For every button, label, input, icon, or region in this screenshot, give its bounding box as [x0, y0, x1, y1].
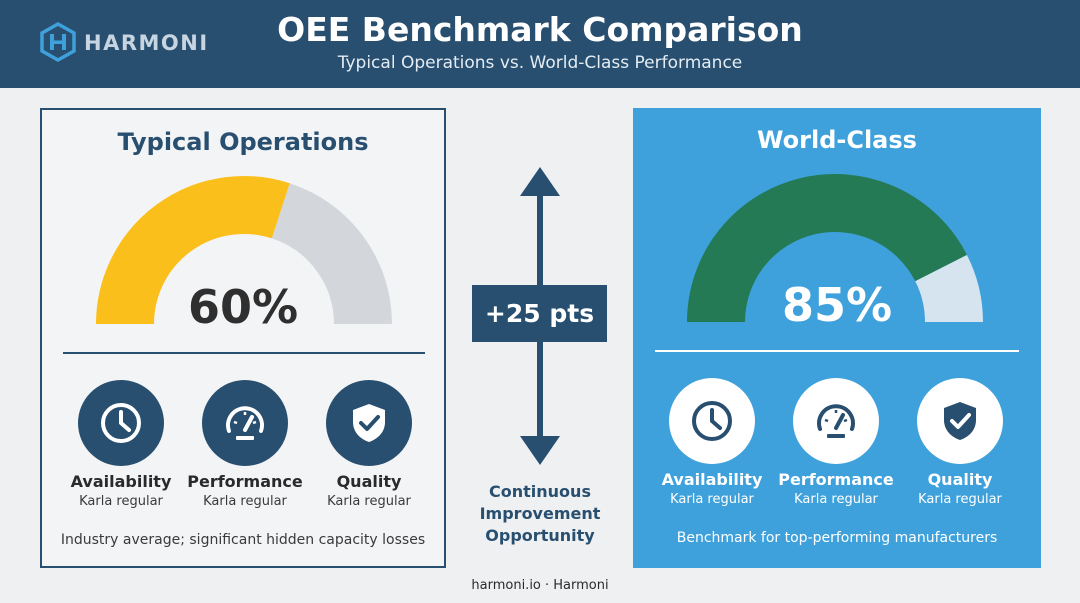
typical-availability-label: Availability	[70, 472, 172, 491]
typical-performance-badge	[202, 380, 288, 466]
typical-oee-value: 60%	[187, 280, 299, 334]
world-class-gauge-track	[914, 254, 983, 323]
world-class-gauge-fill	[687, 174, 967, 323]
typical-metric-performance: Performance Karla regular	[183, 380, 307, 509]
footer-credit[interactable]: harmoni.io · Harmoni	[471, 578, 609, 593]
typical-performance-label: Performance	[187, 472, 303, 491]
world-class-performance-label: Performance	[778, 470, 894, 489]
world-class-oee-value: 85%	[781, 278, 893, 332]
page-subtitle: Typical Operations vs. World-Class Perfo…	[337, 53, 743, 73]
world-class-availability-sub: Karla regular	[670, 492, 754, 507]
improvement-caption: Continuous Improvement Opportunity	[460, 481, 620, 547]
typical-quality-badge	[326, 380, 412, 466]
world-class-availability-label: Availability	[661, 470, 763, 489]
caption-line: Continuous	[489, 482, 591, 501]
world-class-performance-badge	[793, 378, 879, 464]
shield-check-icon	[944, 402, 976, 440]
world-class-quality-badge	[917, 378, 1003, 464]
caption-line: Improvement	[479, 504, 601, 523]
logo-text: HARMONI	[84, 31, 209, 55]
logo-mark-icon	[40, 22, 76, 62]
world-class-oee-gauge	[687, 174, 983, 323]
clock-icon	[692, 401, 732, 441]
typical-divider	[63, 352, 425, 354]
typical-availability-badge	[78, 380, 164, 466]
clock-icon	[101, 403, 141, 443]
typical-quality-label: Quality	[336, 472, 402, 491]
harmoni-logo[interactable]: HARMONI	[38, 22, 218, 62]
typical-metric-quality: Quality Karla regular	[307, 380, 431, 509]
page-title: OEE Benchmark Comparison	[277, 10, 803, 49]
world-class-footnote: Benchmark for top-performing manufacture…	[676, 530, 998, 546]
typical-oee-gauge	[96, 176, 392, 325]
improvement-delta-badge: +25 pts	[472, 285, 607, 342]
typical-metric-availability: Availability Karla regular	[59, 380, 183, 509]
world-class-metric-availability: Availability Karla regular	[650, 378, 774, 507]
arrow-down-icon	[520, 436, 560, 465]
typical-panel-title: Typical Operations	[117, 128, 369, 156]
typical-gauge-fill	[96, 176, 290, 325]
world-class-metric-quality: Quality Karla regular	[898, 378, 1022, 507]
speedometer-icon	[817, 404, 855, 438]
world-class-panel: World-Class 85% Availability Karla regul…	[633, 108, 1041, 568]
typical-availability-sub: Karla regular	[79, 494, 163, 509]
typical-operations-panel: Typical Operations 60% Availability Karl…	[40, 108, 446, 568]
caption-line: Opportunity	[485, 526, 595, 545]
typical-quality-sub: Karla regular	[327, 494, 411, 509]
typical-footnote: Industry average; significant hidden cap…	[60, 532, 426, 548]
world-class-divider	[655, 350, 1019, 352]
speedometer-icon	[226, 406, 264, 440]
world-class-metric-performance: Performance Karla regular	[774, 378, 898, 507]
typical-gauge-track	[270, 183, 392, 325]
world-class-panel-title: World-Class	[757, 126, 917, 154]
world-class-quality-label: Quality	[927, 470, 993, 489]
world-class-quality-sub: Karla regular	[918, 492, 1002, 507]
typical-performance-sub: Karla regular	[203, 494, 287, 509]
world-class-performance-sub: Karla regular	[794, 492, 878, 507]
header-bar: HARMONI OEE Benchmark Comparison Typical…	[0, 0, 1080, 88]
shield-check-icon	[353, 404, 385, 442]
world-class-availability-badge	[669, 378, 755, 464]
arrow-up-icon	[520, 167, 560, 196]
